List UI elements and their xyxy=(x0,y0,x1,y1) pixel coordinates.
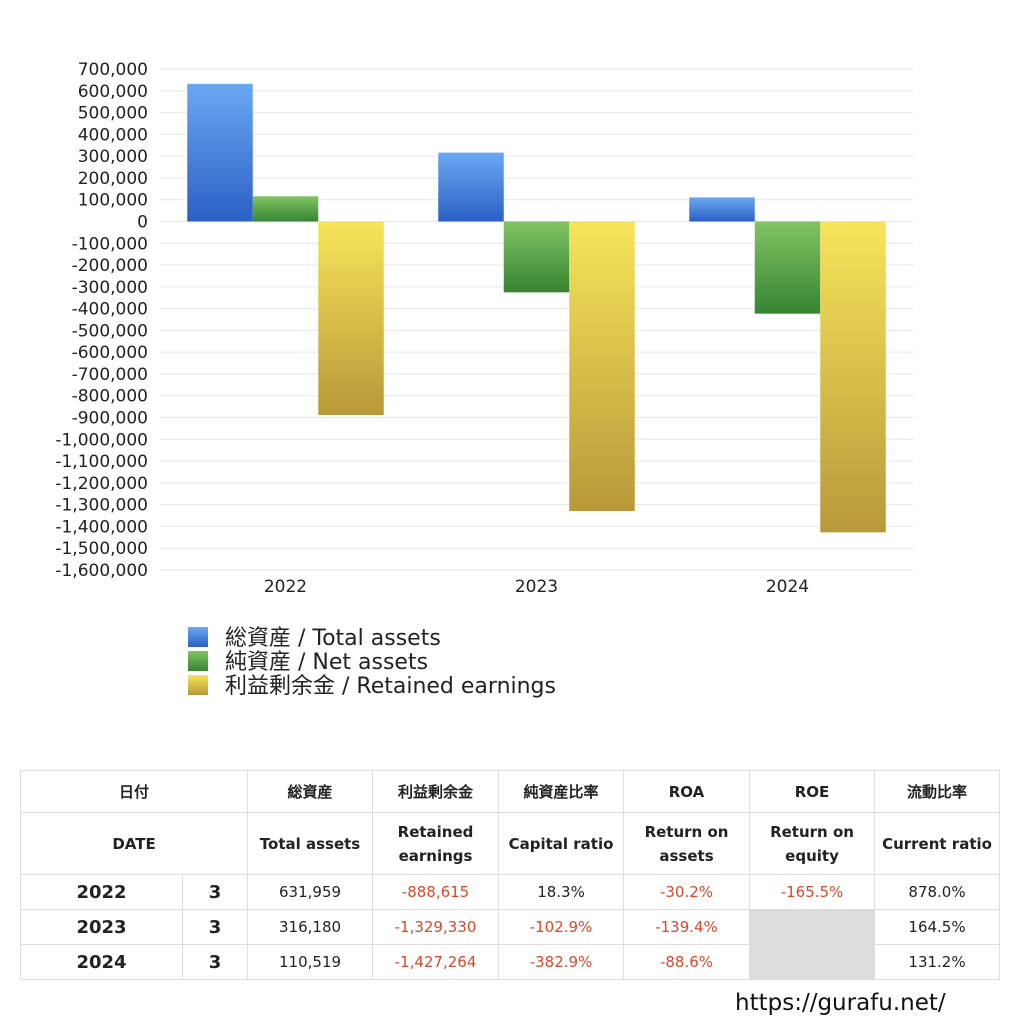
y-tick-label: 100,000 xyxy=(78,191,148,211)
legend-label: 総資産 / Total assets xyxy=(225,626,441,651)
table-cell: Retained earnings xyxy=(372,812,500,875)
table-cell: Return on assets xyxy=(623,812,751,875)
y-tick-label: 500,000 xyxy=(78,104,148,124)
x-tick-label: 2024 xyxy=(766,577,809,597)
table-cell: 631,959 xyxy=(247,874,374,910)
y-tick-label: -1,100,000 xyxy=(55,452,148,472)
table-cell: 3 xyxy=(181,909,249,945)
table-cell: 流動比率 xyxy=(874,770,1001,813)
table-cell: Current ratio xyxy=(874,812,1001,875)
table-cell: -1,427,264 xyxy=(372,944,500,980)
table-cell: 878.0% xyxy=(874,874,1001,910)
table-cell: 2022 xyxy=(20,874,183,910)
chart: 700,000600,000500,000400,000300,000200,0… xyxy=(55,60,913,699)
bar xyxy=(187,83,253,222)
y-tick-label: -1,000,000 xyxy=(55,430,148,450)
table-cell: 131.2% xyxy=(874,944,1001,980)
bar xyxy=(438,152,504,222)
y-tick-label: -1,200,000 xyxy=(55,474,148,494)
y-tick-label: -700,000 xyxy=(72,365,148,385)
legend-label: 純資産 / Net assets xyxy=(225,650,428,675)
y-tick-label: 700,000 xyxy=(78,60,148,80)
table-cell: DATE xyxy=(19,812,249,875)
table-cell: 2023 xyxy=(20,909,183,945)
bar xyxy=(754,221,821,314)
data-row: 2024 3 110,519 -1,427,264 -382.9% -88.6% 131.2… xyxy=(20,944,1001,980)
y-tick-label: -500,000 xyxy=(72,321,148,341)
table-cell: ROA xyxy=(623,770,751,813)
legend-swatch xyxy=(188,651,208,671)
table-cell: -382.9% xyxy=(498,944,625,980)
y-tick-label: -200,000 xyxy=(72,256,148,276)
x-tick-label: 2022 xyxy=(264,577,307,597)
table-cell: 総資産 xyxy=(247,770,374,813)
y-tick-label: -1,400,000 xyxy=(55,517,148,537)
y-tick-label: -800,000 xyxy=(72,387,148,407)
table-cell: -30.2% xyxy=(623,874,751,910)
y-tick-label: -400,000 xyxy=(72,300,148,320)
table-cell: 164.5% xyxy=(874,909,1001,945)
bar xyxy=(318,221,384,416)
y-tick-label: -1,600,000 xyxy=(55,561,148,581)
table-cell: Total assets xyxy=(247,812,374,875)
y-tick-label: -1,500,000 xyxy=(55,539,148,559)
legend-swatch xyxy=(188,675,208,695)
y-tick-label: -600,000 xyxy=(72,343,148,363)
table-cell: -888,615 xyxy=(372,874,500,910)
bar xyxy=(503,221,570,293)
data-row: 2022 3 631,959 -888,615 18.3% -30.2% -165.5% 87… xyxy=(20,874,1001,910)
y-tick-label: -1,300,000 xyxy=(55,496,148,516)
header-row: DATE Total assets Retained earnings Capital… xyxy=(19,812,1001,875)
table-cell: 316,180 xyxy=(247,909,374,945)
table-cell: -88.6% xyxy=(623,944,751,980)
y-tick-label: 400,000 xyxy=(78,125,148,145)
table-cell: -1,329,330 xyxy=(372,909,500,945)
legend-label: 利益剰余金 / Retained earnings xyxy=(225,674,556,699)
x-tick-label: 2023 xyxy=(515,577,558,597)
table-cell: Return on equity xyxy=(749,812,876,875)
y-tick-label: 200,000 xyxy=(78,169,148,189)
table-cell: 純資産比率 xyxy=(498,770,625,813)
y-tick-label: -300,000 xyxy=(72,278,148,298)
table-cell: 110,519 xyxy=(247,944,374,980)
data-row: 2023 3 316,180 -1,329,330 -102.9% -139.4% 164.… xyxy=(20,909,1001,945)
table-cell: -139.4% xyxy=(623,909,751,945)
y-tick-label: -900,000 xyxy=(72,409,148,429)
table-cell: -102.9% xyxy=(498,909,625,945)
y-tick-label: 300,000 xyxy=(78,147,148,167)
bar xyxy=(820,221,886,533)
bar xyxy=(569,221,635,512)
y-tick-label: -100,000 xyxy=(72,234,148,254)
table-cell: ROE xyxy=(749,770,876,813)
bar xyxy=(689,197,755,222)
data-table: 日付 総資産 利益剰余金 純資産比率 ROA ROE 流動比率 DATE Total asset… xyxy=(19,770,1001,980)
table-cell: 3 xyxy=(181,874,249,910)
header-row: 日付 総資産 利益剰余金 純資産比率 ROA ROE 流動比率 xyxy=(19,770,1001,813)
legend-swatch xyxy=(188,627,208,647)
table-cell: 3 xyxy=(181,944,249,980)
table-cell: -165.5% xyxy=(749,874,876,910)
table-cell: 利益剰余金 xyxy=(372,770,500,813)
table-cell xyxy=(749,909,876,945)
y-tick-label: 600,000 xyxy=(78,82,148,102)
bar xyxy=(252,196,319,222)
table-cell: 18.3% xyxy=(498,874,625,910)
table-cell: 2024 xyxy=(20,944,183,980)
site-url: https://gurafu.net/ xyxy=(735,990,946,1016)
y-tick-label: 0 xyxy=(137,212,148,232)
table-cell: 日付 xyxy=(19,770,249,813)
table-cell: Capital ratio xyxy=(498,812,625,875)
table-cell xyxy=(749,944,876,980)
